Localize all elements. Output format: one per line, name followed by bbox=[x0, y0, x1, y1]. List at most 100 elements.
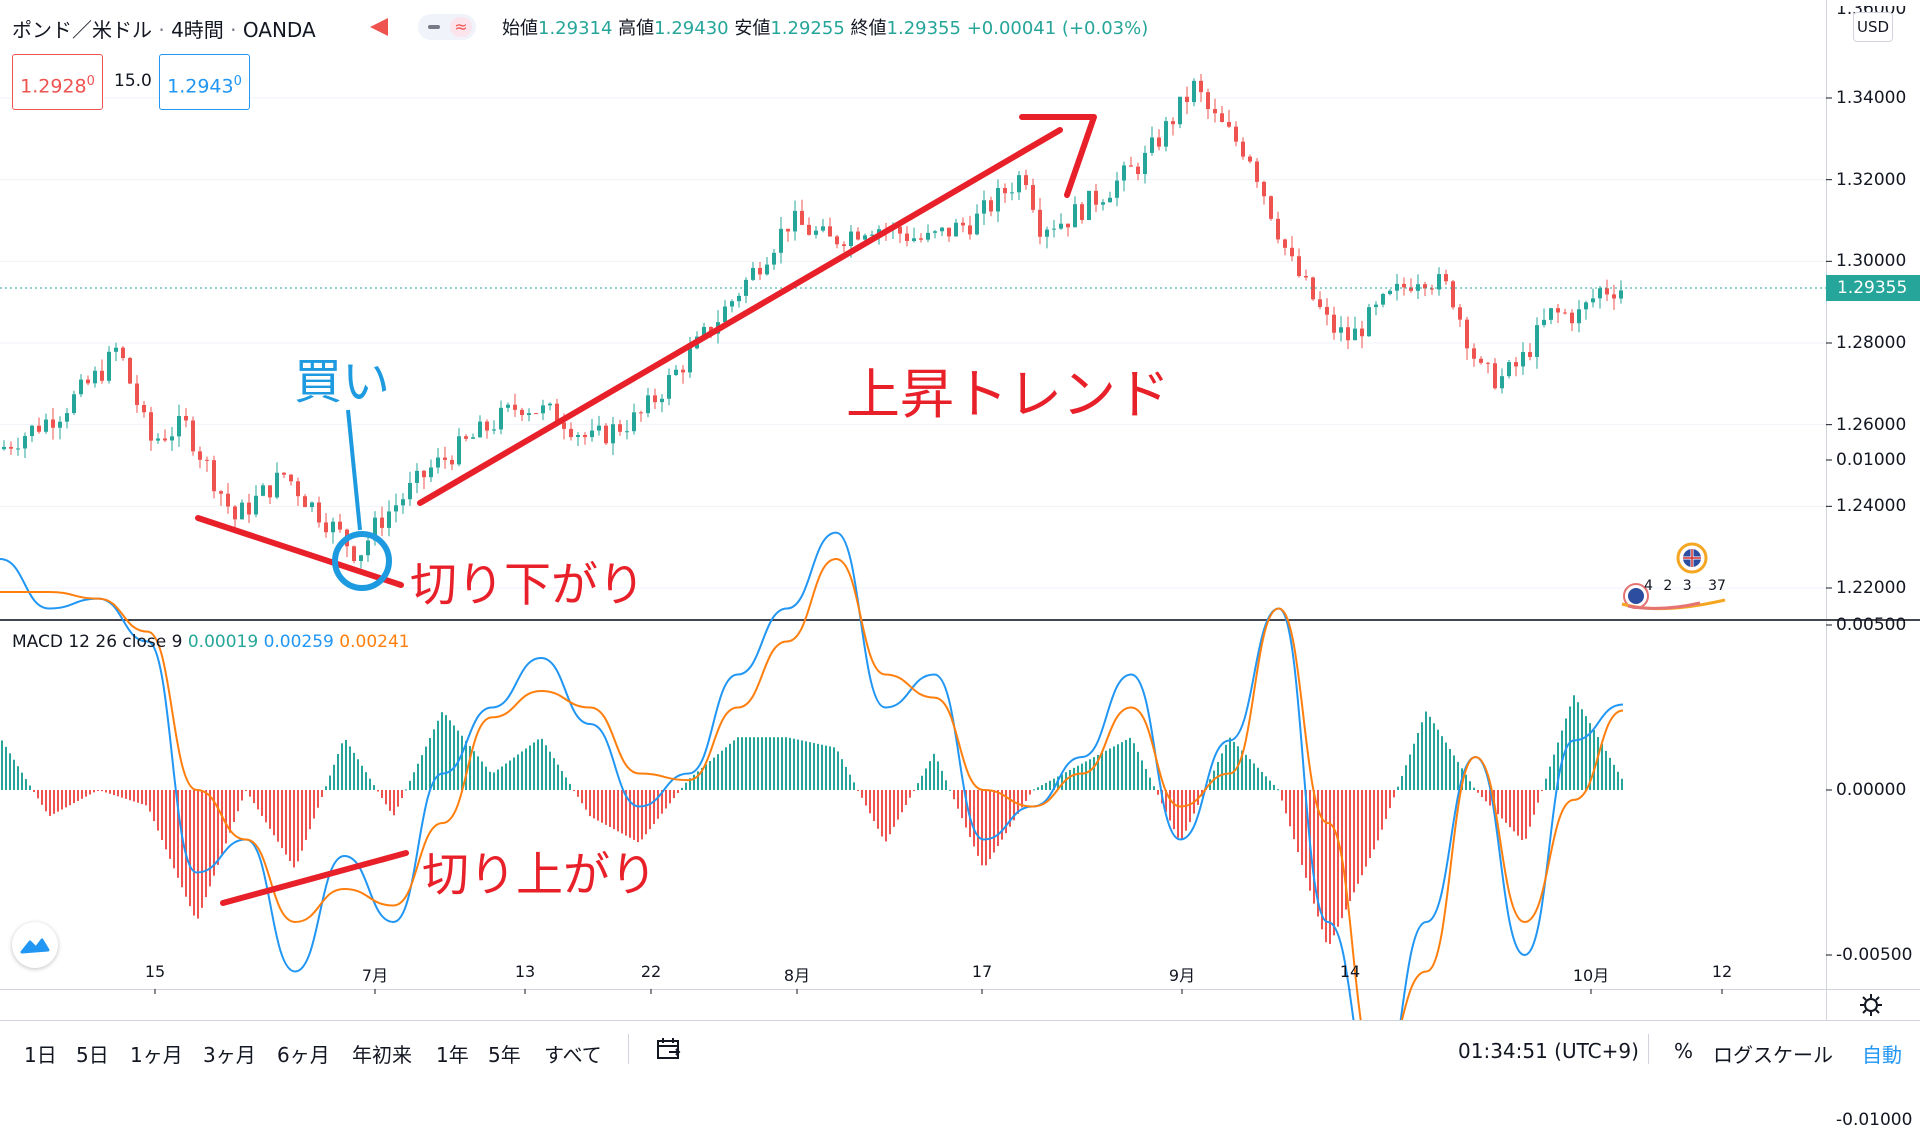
event-count: 37 bbox=[1708, 578, 1726, 594]
candle-body bbox=[16, 448, 20, 450]
candle-body bbox=[933, 231, 937, 233]
symbol-name[interactable]: ポンド／米ドル bbox=[12, 18, 152, 42]
histogram-bar bbox=[1133, 743, 1135, 790]
candle-body bbox=[989, 200, 993, 212]
histogram-bar bbox=[1533, 790, 1535, 815]
range-button[interactable]: 1年 bbox=[436, 1043, 469, 1067]
histogram-bar bbox=[601, 790, 603, 823]
histogram-bar bbox=[1093, 757, 1095, 790]
histogram-bar bbox=[1073, 767, 1075, 790]
tradingview-logo[interactable] bbox=[12, 922, 58, 968]
histogram-bar bbox=[945, 780, 947, 790]
goto-date-icon[interactable] bbox=[655, 1036, 683, 1062]
macd-legend[interactable]: MACD 12 26 close 9 0.00019 0.00259 0.002… bbox=[12, 632, 410, 652]
time-axis-tick: 14 bbox=[1339, 962, 1361, 981]
candle-body bbox=[1514, 362, 1518, 367]
candle-body bbox=[1255, 161, 1259, 182]
histogram-bar bbox=[1249, 759, 1251, 790]
candle-body bbox=[107, 351, 111, 381]
candle-body bbox=[940, 227, 944, 232]
clock-display[interactable]: 01:34:51 (UTC+9) bbox=[1458, 1039, 1639, 1063]
time-axis-tick: 15 bbox=[144, 962, 166, 981]
events-icon[interactable] bbox=[1621, 542, 1726, 611]
range-button[interactable]: 6ヶ月 bbox=[277, 1043, 330, 1067]
histogram-bar bbox=[1357, 790, 1359, 884]
events-counts[interactable]: 4 2 3 37 bbox=[1644, 578, 1726, 594]
candle-body bbox=[457, 436, 461, 465]
candle-body bbox=[1108, 197, 1112, 203]
histogram-bar bbox=[1613, 764, 1615, 790]
sell-button[interactable]: 1.29280 bbox=[12, 54, 103, 110]
candle-body bbox=[765, 264, 769, 275]
histogram-bar bbox=[53, 790, 55, 814]
candle-body bbox=[1066, 223, 1070, 228]
candle-body bbox=[1185, 96, 1189, 103]
histogram-bar bbox=[1569, 706, 1571, 790]
histogram-bar bbox=[1253, 763, 1255, 790]
header-separator: · bbox=[158, 18, 165, 42]
histogram-bar bbox=[593, 790, 595, 819]
candle-body bbox=[1542, 319, 1546, 326]
histogram-bar bbox=[93, 790, 95, 793]
histogram-bar bbox=[1245, 754, 1247, 790]
flag-icon[interactable] bbox=[370, 18, 388, 36]
chart-canvas[interactable] bbox=[0, 0, 1920, 1020]
histogram-bar bbox=[1457, 761, 1459, 790]
candle-body bbox=[583, 434, 587, 438]
histogram-bar bbox=[1521, 790, 1523, 840]
candle-body bbox=[1241, 141, 1245, 157]
histogram-bar bbox=[873, 790, 875, 822]
percent-scale-button[interactable]: % bbox=[1674, 1039, 1694, 1063]
histogram-bar bbox=[1345, 790, 1347, 910]
range-button[interactable]: すべて bbox=[544, 1043, 602, 1067]
pane-separator[interactable] bbox=[0, 619, 1920, 621]
histogram-bar bbox=[605, 790, 607, 825]
histogram-bar bbox=[953, 790, 955, 800]
histogram-bar bbox=[313, 790, 315, 819]
histogram-bar bbox=[813, 743, 815, 790]
candle-body bbox=[303, 496, 307, 508]
settings-gear-icon[interactable] bbox=[1856, 992, 1886, 1018]
range-button[interactable]: 3ヶ月 bbox=[203, 1043, 256, 1067]
candle-body bbox=[590, 430, 594, 438]
range-button[interactable]: 5日 bbox=[76, 1043, 109, 1067]
candle-body bbox=[548, 403, 552, 406]
histogram-bar bbox=[1009, 790, 1011, 827]
candle-body bbox=[555, 403, 559, 423]
histogram-bar bbox=[885, 790, 887, 842]
candle-body bbox=[1549, 308, 1553, 320]
compare-icon[interactable]: ≈ bbox=[418, 14, 476, 40]
candle-body bbox=[856, 231, 860, 240]
range-button[interactable]: 5年 bbox=[488, 1043, 521, 1067]
interval-label[interactable]: 4時間 bbox=[171, 18, 224, 42]
histogram-bar bbox=[1449, 749, 1451, 790]
range-button[interactable]: 年初来 bbox=[352, 1043, 412, 1067]
histogram-bar bbox=[261, 790, 263, 816]
candle-body bbox=[401, 499, 405, 506]
candle-body bbox=[1010, 192, 1014, 194]
histogram-bar bbox=[1005, 790, 1007, 834]
uptrend-line bbox=[417, 127, 1063, 506]
histogram-bar bbox=[225, 790, 227, 844]
histogram-bar bbox=[1029, 790, 1031, 795]
auto-scale-button[interactable]: 自動 bbox=[1862, 1043, 1902, 1067]
range-button[interactable]: 1ヶ月 bbox=[130, 1043, 183, 1067]
histogram-bar bbox=[869, 790, 871, 814]
candle-body bbox=[1087, 190, 1091, 220]
histogram-bar bbox=[1173, 790, 1175, 830]
broker-label[interactable]: OANDA bbox=[242, 18, 316, 42]
buy-button[interactable]: 1.29430 bbox=[159, 54, 250, 110]
candle-body bbox=[1360, 328, 1364, 337]
candle-body bbox=[541, 405, 545, 414]
currency-button[interactable]: USD bbox=[1853, 12, 1893, 42]
histogram-bar bbox=[501, 766, 503, 790]
log-scale-button[interactable]: ログスケール bbox=[1713, 1043, 1833, 1067]
histogram-bar bbox=[561, 771, 563, 790]
candle-body bbox=[352, 546, 356, 562]
candle-body bbox=[1269, 196, 1273, 219]
histogram-bar bbox=[777, 737, 779, 790]
histogram-bar bbox=[1333, 790, 1335, 936]
range-button[interactable]: 1日 bbox=[24, 1043, 57, 1067]
candle-body bbox=[226, 493, 230, 507]
histogram-bar bbox=[697, 771, 699, 790]
